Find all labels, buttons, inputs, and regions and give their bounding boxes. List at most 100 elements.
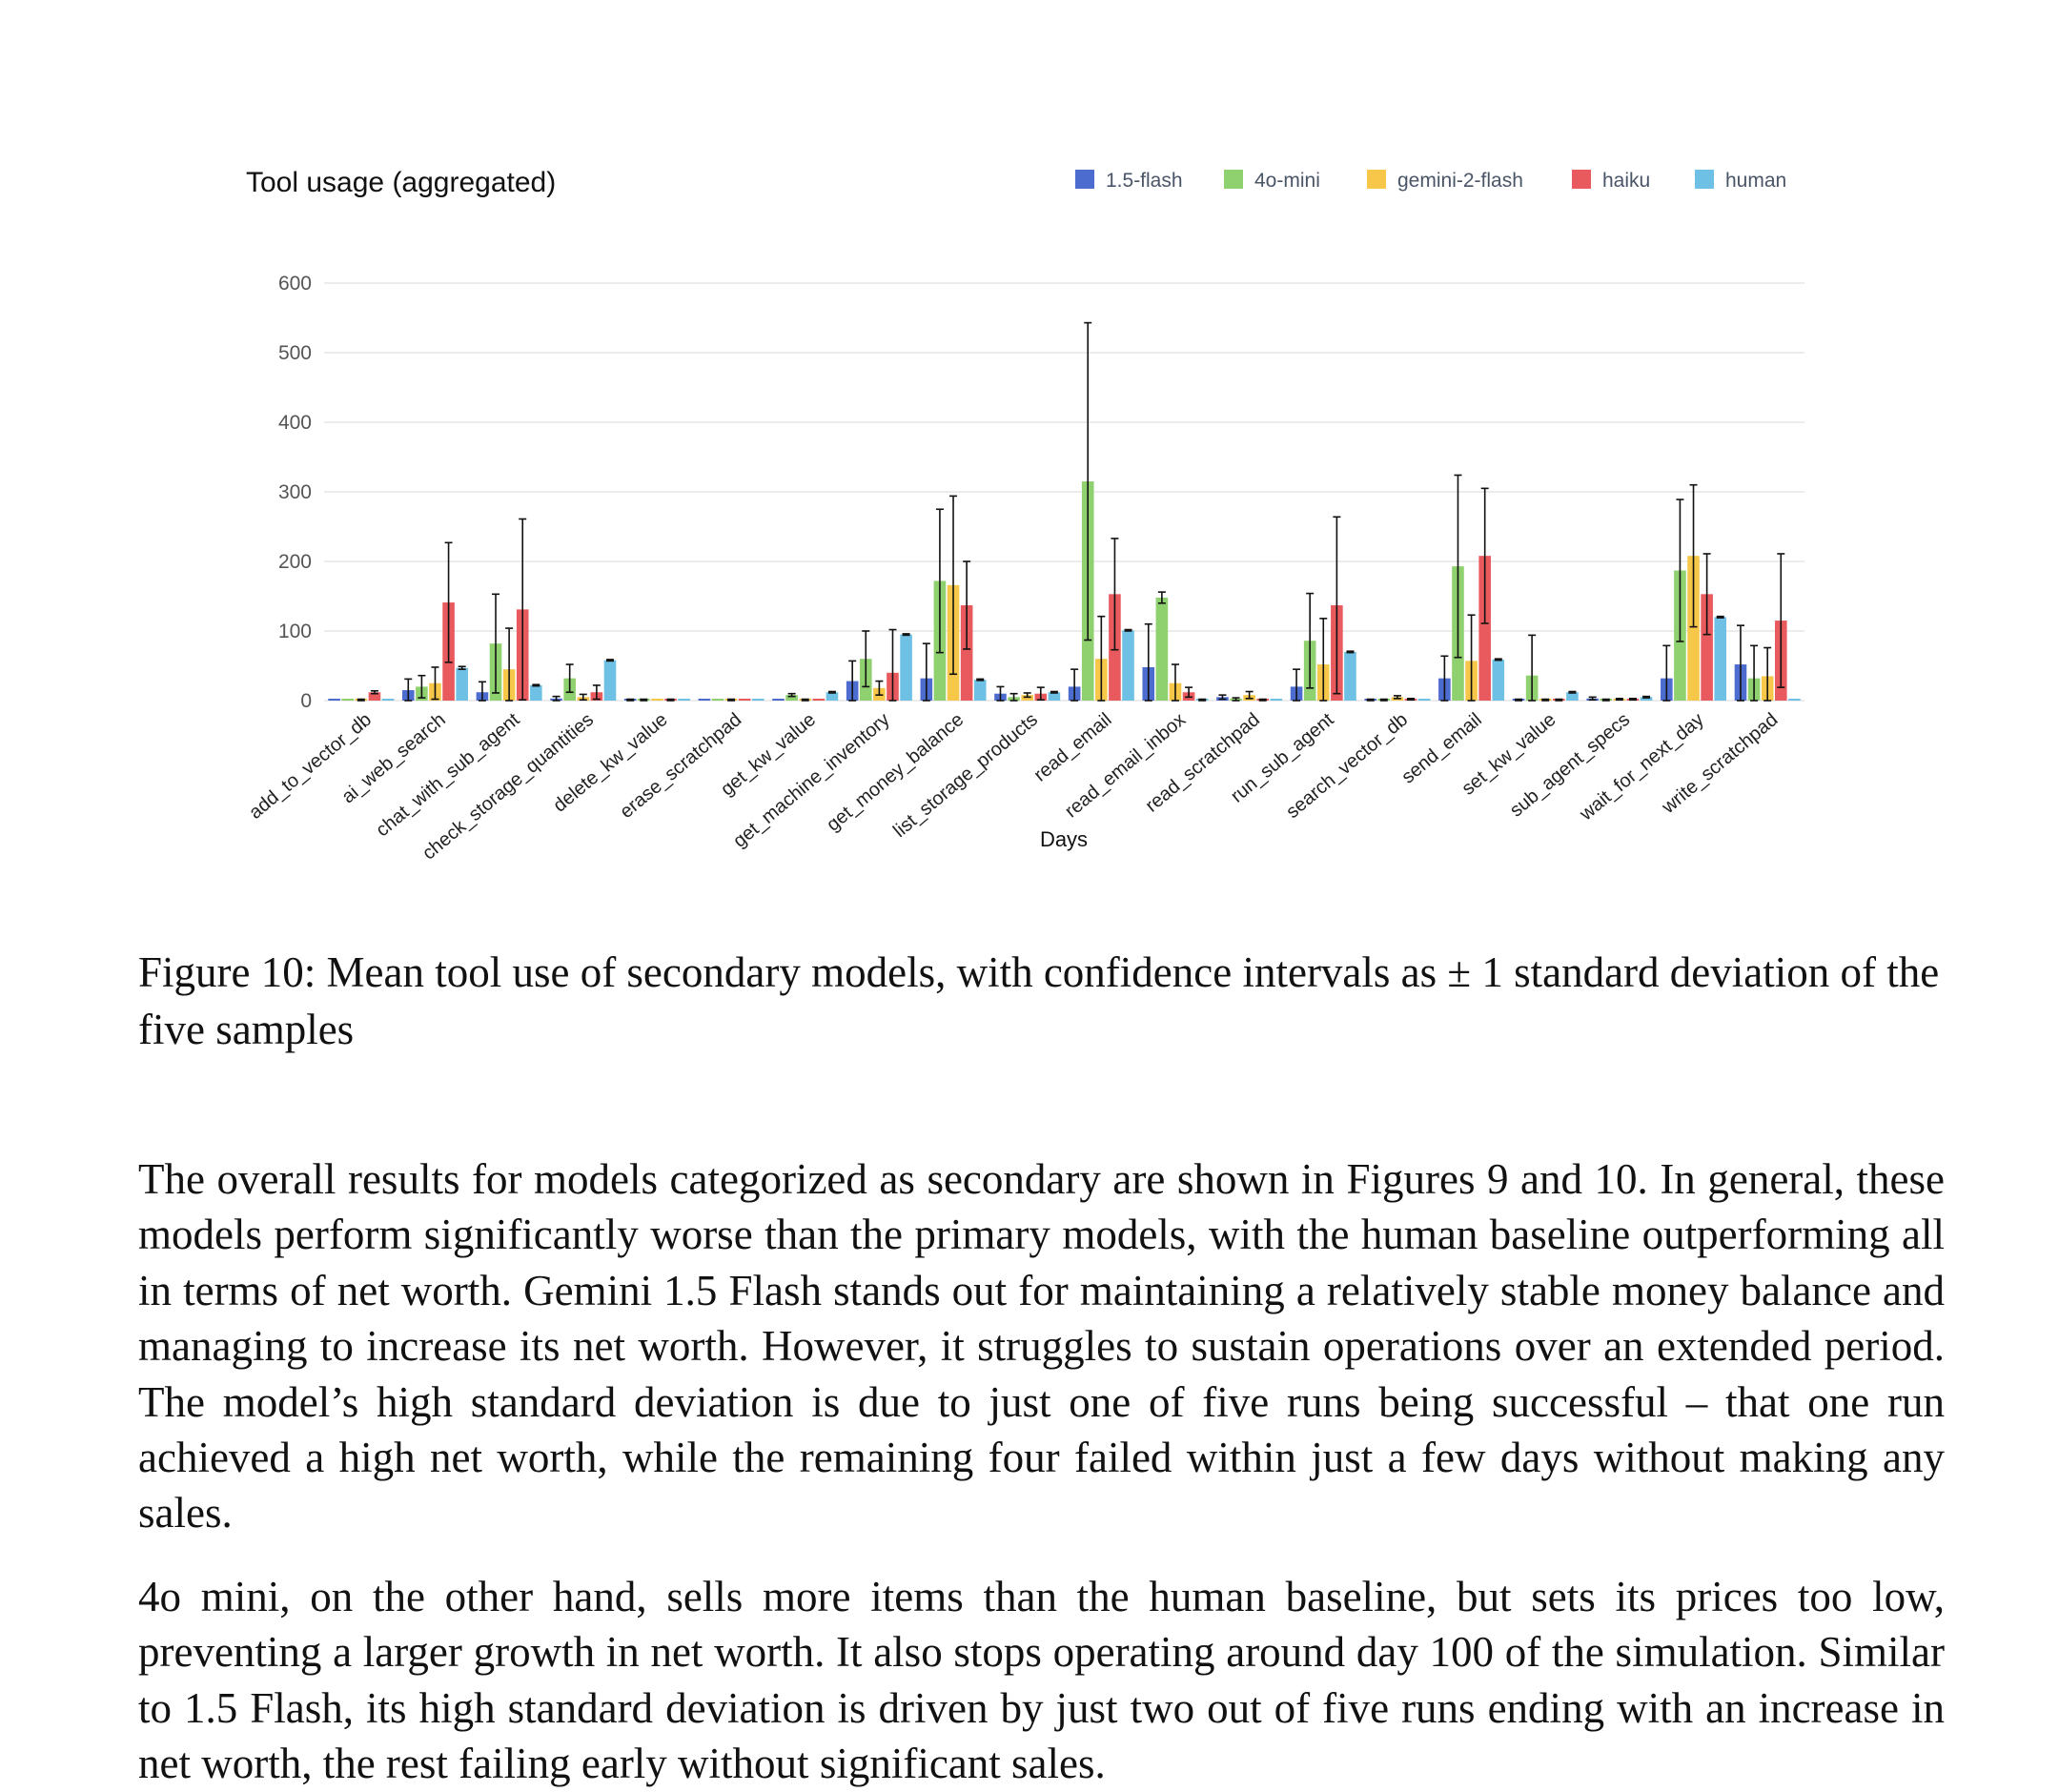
error-bar — [579, 693, 587, 702]
bar — [738, 699, 751, 701]
error-bar — [1070, 668, 1079, 702]
error-bar — [827, 690, 836, 694]
error-bar — [1480, 487, 1489, 624]
bar — [603, 660, 617, 701]
error-bar — [552, 695, 561, 702]
legend-item: gemini-2-flash — [1367, 170, 1523, 192]
error-bar — [1036, 686, 1045, 702]
error-bar — [1050, 690, 1058, 694]
error-bar — [1198, 698, 1207, 702]
error-bar — [1346, 650, 1355, 654]
body-paragraph-1: The overall results for models categoriz… — [138, 1155, 1945, 1537]
legend-item: haiku — [1572, 170, 1650, 192]
error-bar — [1023, 692, 1031, 699]
y-tick-label: 600 — [278, 273, 312, 295]
error-bar — [519, 518, 527, 702]
x-axis-title: Days — [1040, 827, 1088, 851]
error-bar — [1467, 614, 1476, 702]
error-bar — [478, 681, 486, 702]
bar — [530, 684, 542, 701]
y-tick-label: 200 — [278, 551, 312, 573]
legend-swatch — [1695, 170, 1714, 189]
chart-gridlines — [324, 282, 1804, 702]
error-bar — [862, 630, 870, 688]
bar — [698, 699, 711, 701]
legend-label: 1.5-flash — [1106, 170, 1183, 192]
figure-caption: Figure 10: Mean tool use of secondary mo… — [138, 948, 1940, 1053]
tool-usage-chart: Tool usage (aggregated) 1.5-flash 4o-mini… — [245, 167, 1804, 865]
body-paragraph-2: 4o mini, on the other hand, sells more i… — [138, 1573, 1945, 1788]
error-bar — [1379, 698, 1388, 702]
error-bar — [1393, 695, 1401, 700]
bar — [772, 699, 785, 701]
error-bar — [996, 685, 1005, 702]
x-tick-label: wait_for_next_day — [1575, 709, 1707, 825]
legend-item: 4o-mini — [1224, 170, 1320, 192]
error-bar — [1615, 698, 1623, 702]
bar — [381, 699, 395, 701]
error-bar — [1689, 483, 1698, 628]
error-bar — [1555, 698, 1563, 702]
error-bar — [1084, 321, 1092, 641]
error-bar — [1097, 615, 1106, 702]
error-bar — [848, 660, 857, 702]
y-tick-label: 500 — [278, 342, 312, 364]
bar — [900, 634, 912, 701]
error-bar — [922, 642, 930, 702]
error-bar — [431, 666, 439, 701]
error-bar — [1144, 622, 1152, 702]
bar — [1640, 697, 1653, 701]
error-bar — [592, 684, 601, 701]
error-bar — [801, 698, 809, 702]
error-bar — [1628, 698, 1637, 702]
error-bar — [404, 678, 413, 702]
bar — [368, 692, 381, 701]
chart-svg: Tool usage (aggregated) 1.5-flash 4o-mini… — [245, 167, 1804, 865]
bar — [678, 699, 690, 701]
error-bar — [1258, 698, 1267, 702]
bar — [960, 604, 973, 701]
bar — [1417, 699, 1431, 701]
error-bar — [1716, 615, 1724, 619]
bar — [1714, 617, 1727, 701]
x-tick-label: erase_scratchpad — [616, 709, 745, 823]
legend-swatch — [1075, 170, 1094, 189]
error-bar — [1568, 690, 1577, 694]
bar — [456, 667, 468, 701]
y-tick-label: 300 — [278, 481, 312, 503]
bar — [1566, 692, 1579, 701]
error-bar — [1454, 474, 1462, 659]
error-bar — [1185, 686, 1193, 699]
error-bar — [1494, 658, 1502, 662]
y-tick-label: 100 — [278, 621, 312, 642]
error-bar — [976, 678, 985, 682]
error-bar — [626, 698, 635, 702]
legend-item: human — [1695, 170, 1786, 192]
error-bar — [565, 663, 574, 694]
error-bar — [888, 628, 897, 702]
legend-swatch — [1224, 170, 1243, 189]
legend-label: haiku — [1602, 170, 1650, 192]
bar — [1048, 692, 1061, 701]
error-bar — [1601, 698, 1610, 702]
error-bar — [1440, 655, 1449, 702]
x-tick-label: read_email_inbox — [1061, 709, 1190, 822]
error-bar — [1588, 696, 1597, 702]
error-bar — [1366, 698, 1375, 702]
legend-item: 1.5-flash — [1075, 170, 1183, 192]
x-tick-label: search_vector_db — [1282, 709, 1412, 823]
error-bar — [727, 698, 736, 702]
x-tick-label: list_storage_products — [889, 709, 1042, 842]
error-bar — [1736, 624, 1744, 702]
error-bar — [505, 627, 514, 702]
y-tick-label: 400 — [278, 412, 312, 434]
error-bar — [1293, 668, 1301, 702]
chart-legend: 1.5-flash 4o-mini gemini-2-flash haiku human — [1075, 170, 1786, 192]
legend-label: human — [1725, 170, 1786, 192]
error-bar — [1157, 591, 1166, 604]
bar — [1344, 651, 1356, 701]
error-bar — [357, 698, 365, 702]
chart-bars — [328, 481, 1801, 701]
error-bar — [1515, 698, 1523, 702]
bar — [1155, 597, 1169, 701]
